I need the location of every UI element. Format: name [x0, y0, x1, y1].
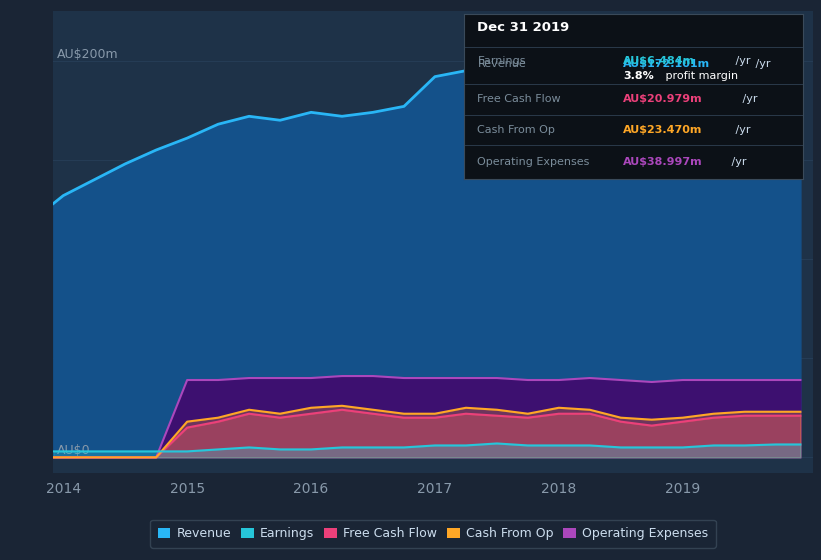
Text: Free Cash Flow: Free Cash Flow — [478, 94, 561, 104]
Text: Dec 31 2019: Dec 31 2019 — [478, 21, 570, 34]
Text: Revenue: Revenue — [478, 59, 526, 69]
Text: /yr: /yr — [752, 59, 771, 69]
Text: profit margin: profit margin — [663, 71, 738, 81]
Text: Earnings: Earnings — [478, 56, 526, 66]
Text: Cash From Op: Cash From Op — [478, 125, 555, 135]
Text: AU$200m: AU$200m — [57, 48, 119, 61]
Text: /yr: /yr — [728, 157, 747, 167]
Text: Operating Expenses: Operating Expenses — [478, 157, 589, 167]
Text: AU$0: AU$0 — [57, 444, 91, 458]
Text: /yr: /yr — [732, 56, 750, 66]
Text: AU$6.484m: AU$6.484m — [623, 56, 695, 66]
Text: AU$38.997m: AU$38.997m — [623, 157, 703, 167]
Legend: Revenue, Earnings, Free Cash Flow, Cash From Op, Operating Expenses: Revenue, Earnings, Free Cash Flow, Cash … — [150, 520, 716, 548]
Text: AU$172.101m: AU$172.101m — [623, 59, 710, 69]
Text: /yr: /yr — [732, 125, 750, 135]
Text: 3.8%: 3.8% — [623, 71, 654, 81]
Text: AU$23.470m: AU$23.470m — [623, 125, 703, 135]
Text: AU$20.979m: AU$20.979m — [623, 94, 703, 104]
Text: /yr: /yr — [739, 94, 757, 104]
